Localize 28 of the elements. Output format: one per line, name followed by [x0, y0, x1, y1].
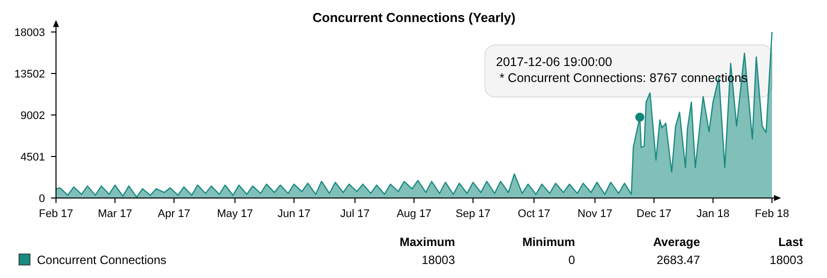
y-tick-label: 18003: [14, 27, 45, 39]
y-tick-label: 13502: [14, 68, 45, 80]
chart-title: Concurrent Connections (Yearly): [312, 10, 516, 25]
text: Maximum: [400, 235, 455, 249]
legend-label: Concurrent Connections: [37, 253, 166, 267]
text: 0: [568, 253, 576, 267]
x-tick-label: Nov 17: [578, 208, 612, 220]
text: Last: [778, 235, 803, 249]
text: Average: [653, 235, 700, 249]
y-tick-label: 9002: [20, 110, 45, 122]
x-tick-label: Jan 18: [696, 208, 730, 220]
x-tick-label: Jun 17: [277, 208, 311, 220]
x-tick-label: Dec 17: [636, 208, 672, 220]
y-tick-label: 0: [38, 193, 45, 205]
x-tick-label: Jul 17: [340, 208, 370, 220]
x-tick-label: Oct 17: [518, 208, 550, 220]
text: 18003: [770, 253, 804, 267]
x-tick-label: Feb 17: [38, 208, 74, 220]
y-tick-label: 4501: [20, 152, 45, 164]
x-tick-label: Aug 17: [396, 208, 432, 220]
x-tick-label: Mar 17: [98, 208, 132, 220]
x-tick-label: Feb 18: [754, 208, 790, 220]
x-tick-label: Apr 17: [158, 208, 190, 220]
text: Minimum: [522, 235, 575, 249]
text: 18003: [422, 253, 456, 267]
x-tick-label: Sep 17: [456, 208, 490, 220]
x-tick-label: May 17: [216, 208, 254, 220]
text: 2683.47: [656, 253, 700, 267]
